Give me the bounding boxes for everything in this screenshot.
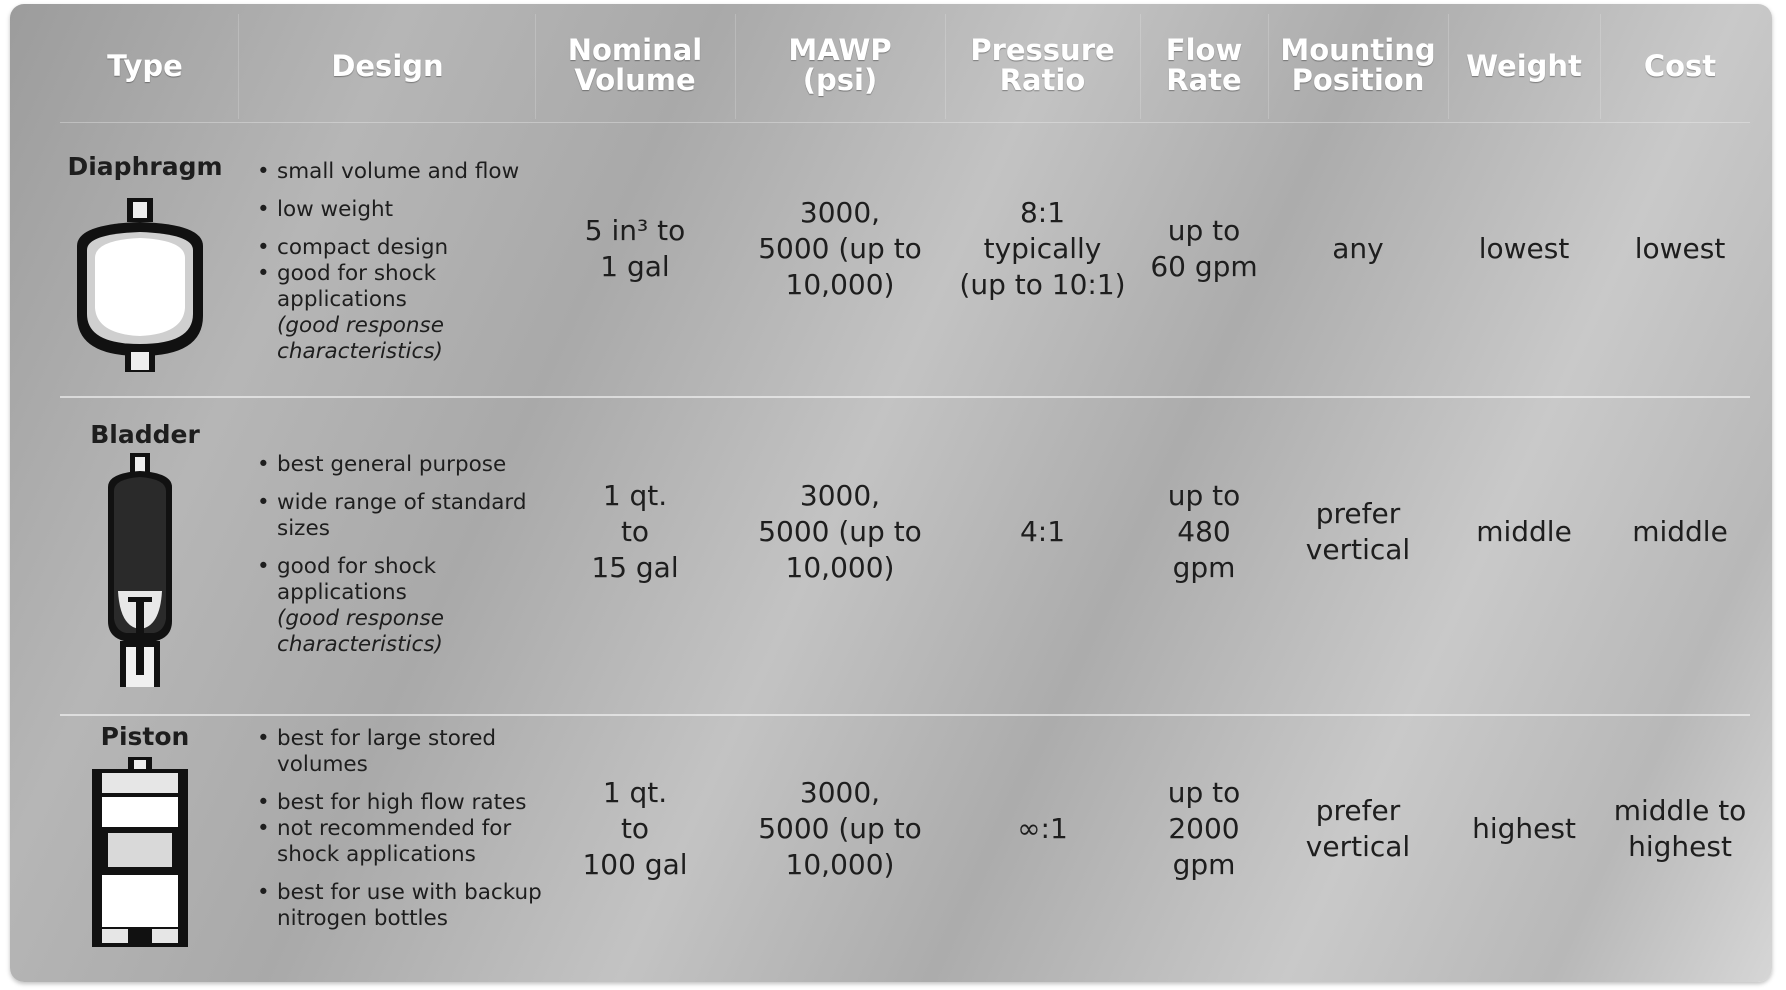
cost-cell: middle [1600,424,1760,639]
header-divider [535,14,536,119]
cell-value: middle to highest [1613,794,1747,863]
header-mounting-position: Mounting Position [1280,33,1436,97]
design-item: good for shock applications(good respons… [255,554,545,658]
design-note: (good response characteristics) [277,606,444,657]
cost-cell: lowest [1600,144,1760,354]
pressure-ratio-cell: ∞:1 [945,724,1140,934]
design-note: (good response characteristics) [277,313,444,364]
cell-value: lowest [1634,232,1726,265]
design-item: not recommended for shock applications [255,816,545,868]
row-divider [60,396,1750,398]
cell-value: 5 in³ to 1 gal [584,214,686,283]
header-divider [945,14,946,119]
header-divider [60,122,1750,123]
bladder-accumulator-icon [108,453,172,687]
header-mawp: MAWP (psi) [788,33,892,97]
flow-rate-cell: up to 480 gpm [1140,424,1268,639]
cell-value: middle [1632,514,1728,548]
header-divider [1268,14,1269,119]
design-item: best for large stored volumes [255,726,545,778]
design-item: compact design [255,235,545,261]
design-item: best general purpose [255,452,545,478]
cell-value: ∞:1 [1017,812,1068,845]
cell-value: 1 qt. to 100 gal [582,776,688,881]
cell-value: middle [1476,514,1572,548]
design-item: best for high flow rates [255,790,545,816]
cell-value: up to 60 gpm [1150,214,1258,283]
header-divider [238,14,239,119]
cell-value: 3000, 5000 (up to 10,000) [758,478,922,584]
cost-cell: middle to highest [1600,724,1760,934]
header-flow-rate: Flow Rate [1165,33,1243,97]
type-name: Piston [100,722,190,751]
cell-value: highest [1472,812,1576,845]
header-cost: Cost [1643,49,1717,83]
header-divider [1448,14,1449,119]
design-item: small volume and flow [255,159,545,185]
mawp-cell: 3000, 5000 (up to 10,000) [735,724,945,934]
header-nominal-volume: Nominal Volume [567,33,703,97]
header-divider [1600,14,1601,119]
header-weight: Weight [1466,49,1582,83]
cell-value: prefer vertical [1305,496,1411,566]
design-list: best for large stored volumes best for h… [255,726,545,932]
mawp-cell: 3000, 5000 (up to 10,000) [735,144,945,354]
design-list: small volume and flow low weight compact… [255,159,545,365]
cell-value: 3000, 5000 (up to 10,000) [758,196,922,301]
weight-cell: middle [1448,424,1600,639]
flow-rate-cell: up to 60 gpm [1140,144,1268,354]
type-name: Bladder [90,420,200,449]
cell-value: 1 qt. to 15 gal [591,478,679,584]
design-item-text: good for shock applications [277,261,437,312]
cell-value: up to 2000 gpm [1167,776,1241,881]
design-list: best general purpose wide range of stand… [255,452,545,658]
cell-value: up to 480 gpm [1167,478,1241,584]
pressure-ratio-cell: 4:1 [945,424,1140,639]
nominal-volume-cell: 1 qt. to 100 gal [535,724,735,934]
weight-cell: lowest [1448,144,1600,354]
mounting-position-cell: prefer vertical [1268,724,1448,934]
design-item: low weight [255,197,545,223]
weight-cell: highest [1448,724,1600,934]
design-item: wide range of standard sizes [255,490,545,542]
cell-value: prefer vertical [1305,794,1411,863]
row-divider [60,714,1750,716]
header-pressure-ratio: Pressure Ratio [970,33,1115,97]
piston-accumulator-icon [92,757,188,947]
cell-value: 4:1 [1019,514,1066,548]
nominal-volume-cell: 1 qt. to 15 gal [535,424,735,639]
header-divider [735,14,736,119]
cell-value: 3000, 5000 (up to 10,000) [758,776,922,881]
header-design: Design [331,49,444,83]
design-item: best for use with backup nitrogen bottle… [255,880,545,932]
comparison-table: Type Design Nominal Volume MAWP (psi) Pr… [10,4,1772,982]
diaphragm-accumulator-icon [77,198,203,372]
design-item-text: good for shock applications [277,554,437,605]
type-name: Diaphragm [67,152,223,181]
design-item: good for shock applications(good respons… [255,261,545,365]
header-divider [1140,14,1141,119]
mounting-position-cell: any [1268,144,1448,354]
cell-value: lowest [1478,232,1570,265]
flow-rate-cell: up to 2000 gpm [1140,724,1268,934]
header-type: Type [107,49,183,83]
cell-value: 8:1 typically (up to 10:1) [959,196,1126,301]
nominal-volume-cell: 5 in³ to 1 gal [535,144,735,354]
cell-value: any [1332,232,1384,265]
mawp-cell: 3000, 5000 (up to 10,000) [735,424,945,639]
mounting-position-cell: prefer vertical [1268,424,1448,639]
pressure-ratio-cell: 8:1 typically (up to 10:1) [945,144,1140,354]
